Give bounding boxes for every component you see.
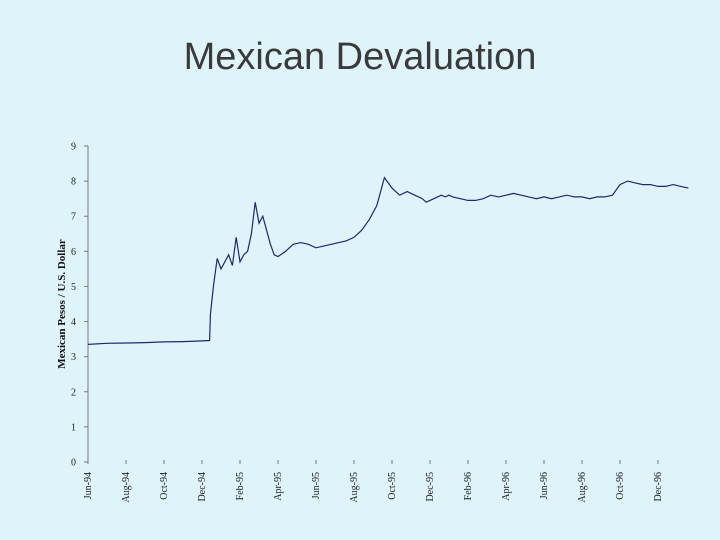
x-tick-label: Apr-96	[501, 472, 512, 501]
y-tick-label: 5	[71, 282, 76, 293]
x-tick-label: Jun-95	[311, 472, 322, 499]
x-tick-label: Aug-94	[121, 472, 132, 503]
x-tick-label: Oct-94	[159, 472, 170, 500]
x-tick-label: Oct-96	[615, 472, 626, 500]
y-tick-label: 1	[71, 422, 76, 433]
x-tick-label: Dec-96	[653, 472, 664, 501]
y-tick-label: 4	[71, 317, 76, 328]
x-tick-label: Aug-96	[577, 472, 588, 503]
y-tick-label: 3	[71, 352, 76, 363]
x-tick-label: Aug-95	[349, 472, 360, 503]
x-tick-label: Apr-95	[273, 472, 284, 501]
x-ticks: Jun-94 Aug-94 Oct-94 Dec-94 Feb-95 Apr-95 Jun-…	[83, 460, 664, 503]
x-tick-label: Oct-95	[387, 472, 398, 500]
y-tick-label: 6	[71, 247, 76, 258]
slide-title: Mexican Devaluation	[183, 36, 537, 78]
x-tick-label: Feb-96	[463, 472, 474, 500]
y-tick-label: 9	[71, 142, 76, 153]
x-tick-label: Jun-96	[539, 472, 550, 499]
y-tick-label: 2	[71, 387, 76, 398]
y-tick-label: 7	[71, 212, 76, 223]
y-tick-label: 0	[71, 458, 76, 469]
x-tick-label: Feb-95	[235, 472, 246, 500]
y-axis-label: Mexican Pesos / U.S. Dollar	[56, 239, 68, 369]
y-tick-label: 8	[71, 177, 76, 188]
y-ticks: 0 1 2 3 4 5 6 7 8 9	[71, 142, 88, 469]
x-tick-label: Dec-95	[425, 472, 436, 501]
series-line	[87, 176, 689, 345]
x-tick-label: Dec-94	[197, 472, 208, 501]
x-tick-label: Jun-94	[83, 472, 94, 499]
